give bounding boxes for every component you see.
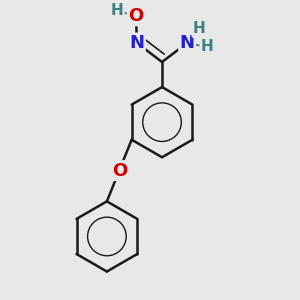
Text: H: H xyxy=(193,21,206,36)
Text: O: O xyxy=(112,161,127,179)
Text: H: H xyxy=(201,40,214,55)
Text: N: N xyxy=(130,34,145,52)
Text: H: H xyxy=(110,3,123,18)
Text: O: O xyxy=(128,7,144,25)
Text: N: N xyxy=(180,34,195,52)
